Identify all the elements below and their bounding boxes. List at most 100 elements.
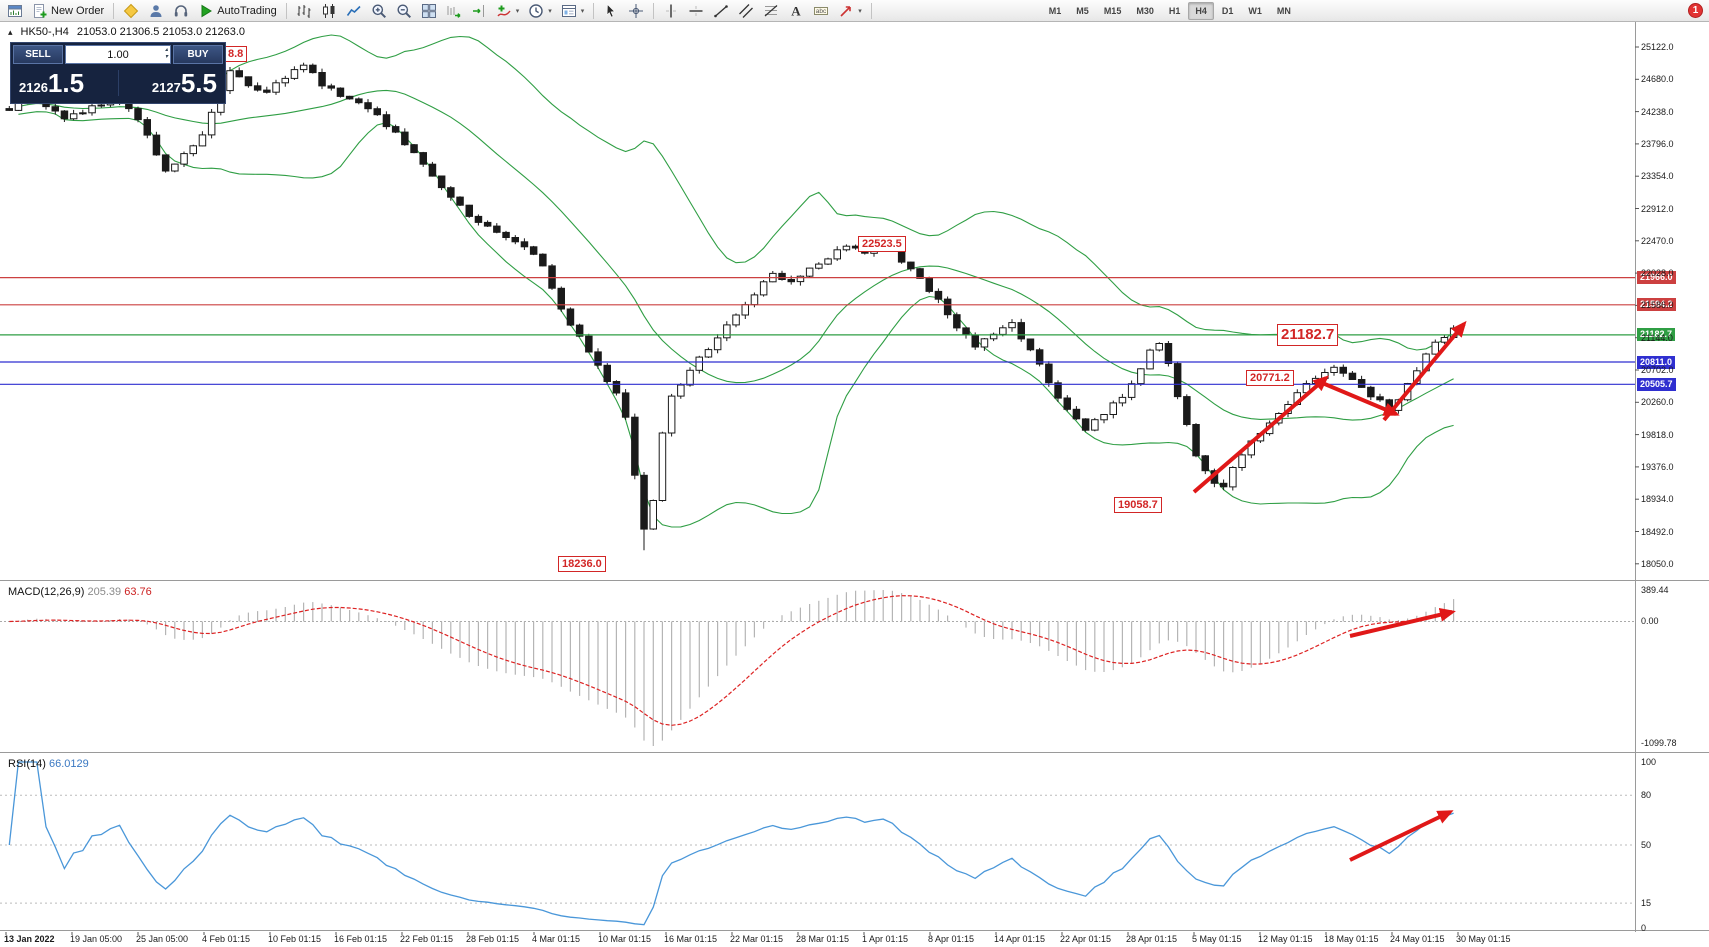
- price-axis-label: 22028.0: [1641, 268, 1674, 279]
- line-chart-icon[interactable]: [342, 1, 366, 21]
- price-line-tag: 21966.0: [1637, 271, 1676, 285]
- time-axis-label: 22 Feb 01:15: [400, 934, 454, 944]
- time-axis-label: 14 Apr 01:15: [994, 934, 1046, 944]
- trend-arrow[interactable]: [1349, 810, 1454, 862]
- time-axis-label: 5 May 01:15: [1192, 934, 1242, 944]
- chart-shift-icon[interactable]: [467, 1, 491, 21]
- price-axis-label: 22470.0: [1641, 235, 1674, 246]
- time-axis-label: 22 Mar 01:15: [730, 934, 784, 944]
- text-icon[interactable]: [784, 1, 808, 21]
- trend-arrow[interactable]: [1192, 375, 1330, 494]
- timeframe-m30[interactable]: M30: [1136, 5, 1154, 16]
- price-callout-label[interactable]: 20771.2: [1246, 370, 1294, 387]
- spin-down-icon[interactable]: ▾: [164, 54, 168, 61]
- autotrading-button[interactable]: AutoTrading: [194, 1, 281, 21]
- timeframe-w1[interactable]: W1: [1248, 5, 1262, 16]
- time-axis-label: 12 May 01:15: [1258, 934, 1313, 944]
- price-line-tag: 21594.2: [1637, 298, 1676, 312]
- vertical-line-icon: [663, 3, 679, 19]
- dropdown-caret-icon[interactable]: ▾: [580, 7, 585, 15]
- spin-up-icon[interactable]: ▴: [164, 47, 168, 53]
- macd-axis-zero: 0.00: [1641, 616, 1659, 627]
- channel-icon[interactable]: [734, 1, 758, 21]
- vertical-line-icon[interactable]: [659, 1, 683, 21]
- trend-arrow[interactable]: [1319, 380, 1400, 416]
- timeframe-m5[interactable]: M5: [1076, 5, 1089, 16]
- price-axis-label: 18050.0: [1641, 558, 1674, 569]
- time-axis-label: 28 Mar 01:15: [796, 934, 850, 944]
- timeframe-h1[interactable]: H1: [1168, 5, 1181, 16]
- timeframe-d1[interactable]: D1: [1221, 5, 1234, 16]
- auto-scroll-icon[interactable]: [442, 1, 466, 21]
- price-axis-label: 23354.0: [1641, 171, 1674, 182]
- toolbar-separator: [653, 2, 655, 19]
- price-axis-label: 21586.0: [1641, 300, 1674, 311]
- macd-signal-line: [9, 595, 1454, 726]
- trendline-icon[interactable]: [709, 1, 733, 21]
- timeframe-m1[interactable]: M1: [1048, 5, 1062, 16]
- timeframe-mn[interactable]: MN: [1276, 5, 1291, 16]
- chart-window-icon[interactable]: [3, 1, 27, 21]
- tile-windows-icon: [421, 3, 437, 19]
- price-callout-label[interactable]: 19058.7: [1114, 497, 1162, 514]
- ohlc-values: 21053.0 21306.5 21053.0 21263.0: [76, 26, 246, 38]
- dropdown-caret-icon[interactable]: ▾: [548, 7, 552, 15]
- metaeditor-icon: [123, 3, 139, 19]
- price-axis-label: 24238.0: [1641, 106, 1674, 117]
- time-axis-label: 28 Apr 01:15: [1126, 934, 1178, 944]
- price-callout-label[interactable]: 21182.7: [1277, 324, 1339, 346]
- cursor-icon: [603, 3, 619, 19]
- headset-icon[interactable]: [169, 1, 193, 21]
- buy-button[interactable]: BUY: [173, 45, 223, 64]
- arrows-icon[interactable]: ▾: [834, 1, 866, 21]
- timeframe-m15[interactable]: M15: [1103, 5, 1122, 16]
- trend-arrow[interactable]: [1349, 607, 1456, 638]
- toolbar-separator: [593, 2, 595, 19]
- price-callout-label[interactable]: 18236.0: [558, 556, 606, 573]
- volume-input[interactable]: 1.00 ▴ ▾: [65, 45, 171, 64]
- horizontal-line-icon[interactable]: [684, 1, 708, 21]
- metaeditor-icon[interactable]: [119, 1, 143, 21]
- zoom-out-icon[interactable]: [392, 1, 416, 21]
- new-order-button[interactable]: New Order: [28, 1, 108, 21]
- dropdown-caret-icon[interactable]: ▾: [858, 7, 862, 15]
- dropdown-caret-icon[interactable]: ▾: [515, 7, 520, 15]
- price-line-tag: 21182.7: [1637, 328, 1676, 342]
- line-chart-icon: [346, 3, 362, 19]
- text-label-icon[interactable]: [809, 1, 833, 21]
- timeframe-h4[interactable]: H4: [1188, 1, 1214, 20]
- tile-windows-icon[interactable]: [417, 1, 441, 21]
- price-line-tag: 20811.0: [1637, 355, 1676, 369]
- fibonacci-icon[interactable]: [759, 1, 783, 21]
- templates-icon[interactable]: ▾: [557, 1, 589, 21]
- cursor-icon[interactable]: [599, 1, 623, 21]
- price-callout-label[interactable]: 22523.5: [858, 236, 906, 253]
- candlestick-chart-icon[interactable]: [317, 1, 341, 21]
- new-order-label: New Order: [51, 4, 105, 17]
- price-axis-label: 24680.0: [1641, 74, 1674, 85]
- time-axis-label: 19 Jan 05:00: [70, 934, 123, 944]
- crosshair-icon[interactable]: [624, 1, 648, 21]
- volume-spinner[interactable]: ▴ ▾: [165, 47, 168, 61]
- notification-badge[interactable]: 1: [1688, 3, 1703, 18]
- profile-icon[interactable]: [144, 1, 168, 21]
- price-callout-label[interactable]: 8.8: [224, 46, 248, 63]
- macd-indicator-label: MACD(12,26,9) 205.39 63.76: [8, 586, 152, 598]
- text-label-icon: [813, 3, 829, 19]
- macd-axis-min: -1099.78: [1641, 738, 1677, 748]
- one-click-panel-toggle-icon[interactable]: ▴: [8, 26, 13, 37]
- price-axis-label: 18492.0: [1641, 526, 1674, 537]
- auto-scroll-icon: [446, 3, 462, 19]
- indicators-icon: [496, 3, 512, 19]
- bar-chart-icon[interactable]: [292, 1, 316, 21]
- rsi-axis-label: 50: [1641, 840, 1652, 850]
- time-axis-label: 13 Jan 2022: [4, 934, 55, 944]
- indicators-icon[interactable]: ▾: [492, 1, 524, 21]
- periods-icon[interactable]: ▾: [524, 1, 556, 21]
- arrows-icon: [838, 3, 854, 19]
- trend-arrow[interactable]: [1382, 320, 1467, 422]
- zoom-in-icon[interactable]: [367, 1, 391, 21]
- sell-button[interactable]: SELL: [13, 45, 63, 64]
